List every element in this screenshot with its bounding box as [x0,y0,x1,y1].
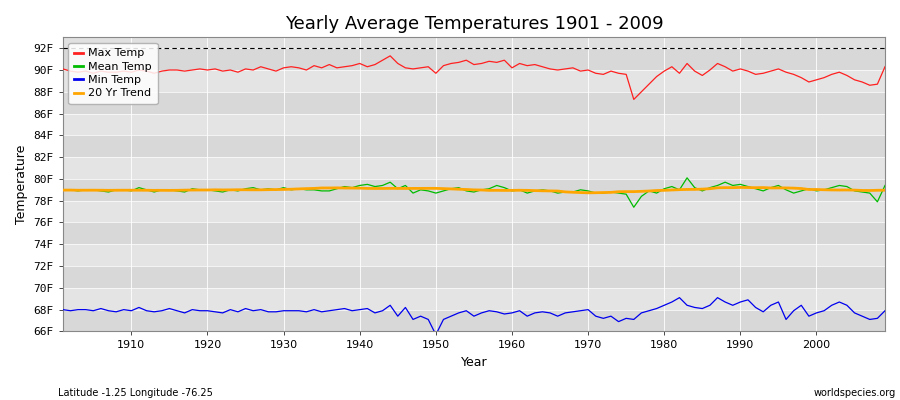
Bar [63,222,885,244]
Bar [63,135,885,157]
Bar [63,201,885,222]
Y-axis label: Temperature: Temperature [15,145,28,224]
Bar [63,310,885,332]
Title: Yearly Average Temperatures 1901 - 2009: Yearly Average Temperatures 1901 - 2009 [284,15,663,33]
Bar [63,48,885,70]
Legend: Max Temp, Mean Temp, Min Temp, 20 Yr Trend: Max Temp, Mean Temp, Min Temp, 20 Yr Tre… [68,43,158,104]
Bar [63,70,885,92]
Bar [63,157,885,179]
Text: Latitude -1.25 Longitude -76.25: Latitude -1.25 Longitude -76.25 [58,388,213,398]
Bar [63,266,885,288]
Bar [63,114,885,135]
Text: worldspecies.org: worldspecies.org [814,388,896,398]
Bar [63,244,885,266]
Bar [63,179,885,201]
Bar [63,92,885,114]
X-axis label: Year: Year [461,356,487,369]
Bar [63,288,885,310]
